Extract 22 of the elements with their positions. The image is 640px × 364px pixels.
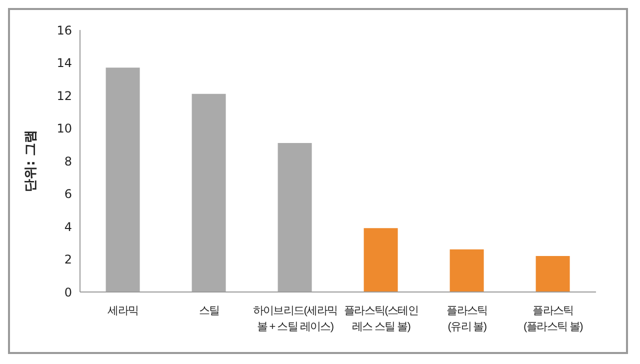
x-tick-label: 세라믹: [108, 305, 138, 317]
bar: [364, 228, 398, 292]
y-tick-label: 6: [64, 187, 72, 202]
y-axis-title: 단위: 그램: [24, 130, 39, 192]
bar: [536, 256, 570, 292]
bar: [106, 68, 140, 292]
y-tick-label: 14: [56, 56, 72, 70]
x-tick-label: 스틸: [198, 305, 220, 317]
y-tick-label: 16: [56, 23, 72, 38]
x-tick-label: 플라스틱 (유리 볼): [446, 305, 488, 333]
bar: [192, 94, 226, 292]
y-tick-label: 10: [56, 122, 72, 136]
bar: [450, 249, 484, 292]
x-tick-label: 플라스틱 (플라스틱 볼): [524, 305, 583, 333]
y-tick-label: 2: [64, 252, 72, 267]
y-tick-label: 12: [56, 88, 72, 103]
y-tick-label: 4: [64, 220, 72, 234]
x-tick-label: 하이브리드(세라믹 볼 + 스틸 레이스): [252, 305, 338, 333]
bar: [278, 142, 312, 292]
y-tick-label: 8: [64, 154, 72, 168]
y-tick-label: 0: [64, 285, 72, 300]
x-tick-label: 플라스틱(스테인 레스 스틸 볼): [344, 305, 418, 333]
